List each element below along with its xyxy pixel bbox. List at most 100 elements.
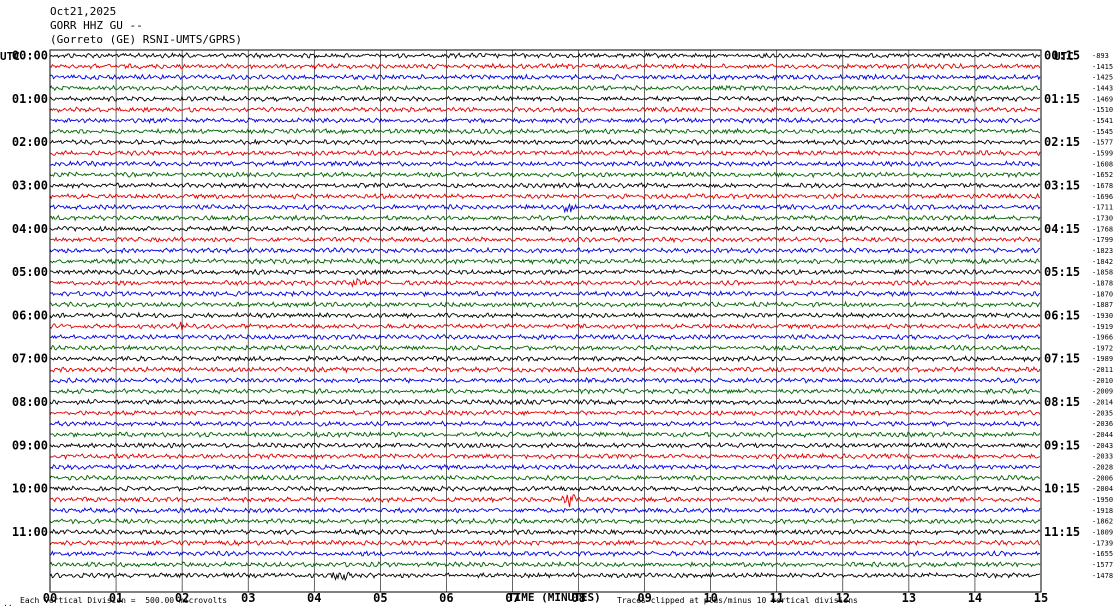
trace-offset-labels: -893 -1415 -1425 -1443 -1469 -1510 -1541 -1545 -… [1092,52,1113,580]
trace-3 [49,84,1041,92]
trace-13 [49,192,1041,200]
trace-11 [49,171,1041,179]
right-hour-0: 00:15 [1044,49,1080,63]
trace-offset-37: -2033 [1092,453,1113,461]
right-hour-3: 03:15 [1044,178,1080,192]
trace-24 [49,311,1041,319]
right-hour-6: 06:15 [1044,308,1080,322]
trace-7 [49,127,1041,136]
x-tick-14: 14 [968,591,982,605]
trace-39 [49,474,1041,482]
right-axis-title: UTC [1054,50,1074,63]
trace-35 [49,430,1041,439]
right-hour-11: 11:15 [1044,525,1080,539]
trace-47 [49,560,1041,568]
trace-4 [49,95,1041,103]
trace-44 [49,528,1041,536]
trace-42 [49,506,1041,514]
trace-offset-34: -2036 [1092,420,1113,428]
trace-12 [49,181,1041,190]
trace-22 [49,290,1041,298]
chart-network: (Gorreto (GE) RSNI-UMTS/GPRS) [50,33,243,46]
trace-28 [49,355,1041,363]
trace-40 [49,484,1041,493]
trace-offset-31: -2009 [1092,388,1113,396]
trace-19 [49,257,1041,266]
left-hour-3: 03:00 [12,178,48,192]
trace-9 [49,149,1041,157]
trace-offset-45: -1739 [1092,539,1113,547]
trace-offset-16: -1768 [1092,225,1113,233]
trace-27 [49,344,1041,352]
trace-offset-28: -1989 [1092,355,1113,363]
trace-offset-38: -2028 [1092,464,1113,472]
trace-offset-18: -1823 [1092,247,1113,255]
left-hour-5: 05:00 [12,265,48,279]
x-tick-12: 12 [836,591,850,605]
trace-offset-35: -2044 [1092,431,1113,439]
trace-offset-32: -2014 [1092,399,1113,407]
right-hour-9: 09:15 [1044,438,1080,452]
trace-38 [49,463,1041,471]
x-tick-13: 13 [902,591,916,605]
left-axis-title: UTC [0,50,20,63]
trace-offset-42: -1918 [1092,507,1113,515]
trace-offset-43: -1862 [1092,518,1113,526]
right-hour-2: 02:15 [1044,135,1080,149]
clip-note: Traces clipped at plus/minus 10 vertical… [617,596,858,605]
trace-offset-48: -1478 [1092,572,1113,580]
right-hour-7: 07:15 [1044,352,1080,366]
right-hour-1: 01:15 [1044,92,1080,106]
trace-5 [49,106,1041,114]
trace-offset-12: -1678 [1092,182,1113,190]
x-tick-06: 06 [439,591,453,605]
trace-offset-6: -1541 [1092,117,1113,125]
trace-offset-33: -2035 [1092,409,1113,417]
trace-21 [49,277,1041,288]
chart-station: GORR HHZ GU -- [50,19,143,32]
x-tick-01: 01 [109,591,123,605]
trace-15 [49,214,1041,222]
trace-offset-22: -1870 [1092,290,1113,298]
left-hour-2: 02:00 [12,135,48,149]
trace-offset-15: -1730 [1092,214,1113,222]
left-hour-10: 10:00 [12,482,48,496]
right-hour-4: 04:15 [1044,222,1080,236]
x-tick-00: 00 [43,591,57,605]
x-tick-labels: 00 01 02 03 04 05 06 07 08 09 10 11 12 13 14 15 [43,591,1048,605]
trace-1 [49,62,1041,70]
left-hour-0: 00:00 [12,49,48,63]
trace-offset-27: -1972 [1092,344,1113,352]
trace-6 [49,116,1041,125]
trace-36 [49,441,1041,449]
trace-offset-46: -1655 [1092,550,1113,558]
x-tick-07: 07 [505,591,519,605]
trace-31 [49,387,1040,395]
trace-offset-47: -1577 [1092,561,1113,569]
trace-33 [49,409,1041,417]
trace-29 [49,365,1041,374]
x-tick-05: 05 [373,591,387,605]
trace-offset-39: -2006 [1092,474,1113,482]
chart-date: Oct21,2025 [50,5,117,18]
trace-offset-2: -1425 [1092,74,1113,82]
x-tick-15: 15 [1034,591,1048,605]
trace-0 [49,52,1041,60]
x-tick-02: 02 [175,591,189,605]
trace-offset-40: -2004 [1092,485,1113,493]
trace-25 [49,321,1041,331]
trace-offset-4: -1469 [1092,95,1113,103]
left-hour-labels: 00:00 01:00 02:00 03:00 04:00 05:00 06:00 07:00… [12,49,48,540]
trace-offset-0: -893 [1092,52,1109,60]
trace-46 [49,550,1041,558]
right-hour-5: 05:15 [1044,265,1080,279]
trace-16 [49,225,1041,233]
trace-offset-20: -1858 [1092,269,1113,277]
trace-offset-29: -2011 [1092,366,1113,374]
trace-offset-36: -2043 [1092,442,1113,450]
trace-offset-1: -1415 [1092,63,1113,71]
trace-offset-7: -1545 [1092,128,1113,136]
trace-offset-44: -1809 [1092,529,1113,537]
trace-offset-21: -1878 [1092,279,1113,287]
trace-20 [49,268,1041,276]
